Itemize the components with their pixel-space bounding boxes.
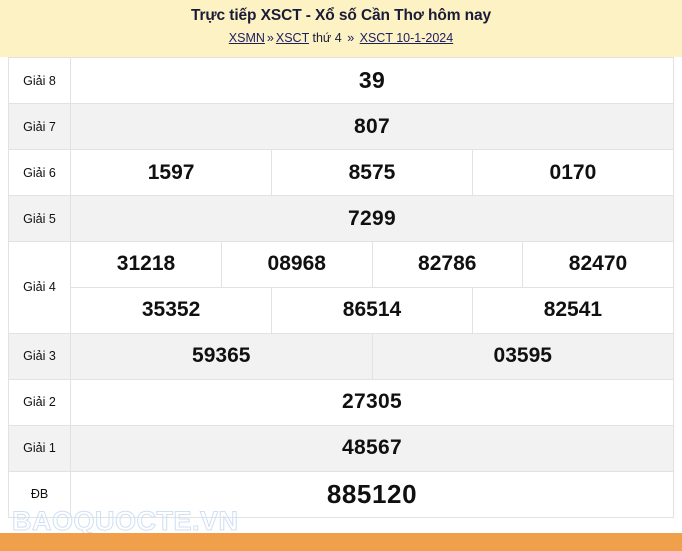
row-value-giai-2-0: 27305	[70, 378, 674, 426]
breadcrumb-separator-1: »	[266, 31, 274, 45]
row-value-giai-4-1: 08968	[221, 242, 373, 288]
row-value-giai-7-0: 807	[70, 103, 674, 150]
row-cells-giai-6: 1597 8575 0170	[70, 149, 674, 196]
row-value-giai-5-0: 7299	[70, 195, 674, 242]
subtable-giai-3: 59365 03595	[71, 333, 673, 379]
breadcrumb-separator-2: »	[347, 31, 355, 45]
row-label-giai-3: Giải 3	[8, 332, 71, 380]
row-label-db: ĐB	[8, 470, 71, 518]
row-label-giai-4: Giải 4	[8, 241, 71, 334]
subtable-giai-6: 1597 8575 0170	[71, 150, 673, 195]
table-row-giai-5: Giải 5 7299	[8, 195, 674, 242]
row-value-giai-4-6: 82541	[471, 287, 673, 333]
row-value-giai-6-0: 1597	[71, 150, 273, 195]
breadcrumb-link-xsct-date[interactable]: XSCT 10-1-2024	[359, 31, 454, 45]
breadcrumb-link-xsct[interactable]: XSCT	[275, 31, 309, 45]
subtable-giai-4: 31218 08968 82786 82470	[71, 242, 673, 288]
table-row-giai-2: Giải 2 27305	[8, 378, 674, 426]
row-label-giai-5: Giải 5	[8, 195, 71, 242]
row-value-giai-1-0: 48567	[70, 424, 674, 472]
row-value-giai-4-2: 82786	[371, 242, 523, 288]
page-header: Trực tiếp XSCT - Xổ số Cần Thơ hôm nay X…	[0, 0, 682, 57]
row-value-giai-3-0: 59365	[71, 333, 373, 379]
row-value-giai-4-3: 82470	[522, 242, 673, 288]
row-value-db-0: 885120	[70, 470, 674, 518]
row-label-giai-8: Giải 8	[8, 57, 71, 104]
row-value-giai-4-0: 31218	[71, 242, 222, 288]
row-label-giai-1: Giải 1	[8, 424, 71, 472]
table-row-giai-7: Giải 7 807	[8, 103, 674, 150]
row-value-giai-8-0: 39	[70, 57, 674, 104]
row-label-giai-7: Giải 7	[8, 103, 71, 150]
table-row-giai-8: Giải 8 39	[8, 57, 674, 104]
row-value-giai-3-1: 03595	[371, 333, 673, 379]
table-row-db: ĐB 885120	[8, 470, 674, 518]
row-label-giai-2: Giải 2	[8, 378, 71, 426]
results-table-wrapper: Giải 8 39 Giải 7 807 Giải 6 1597	[0, 57, 682, 518]
table-row-giai-6: Giải 6 1597 8575 0170	[8, 149, 674, 196]
breadcrumb: XSMN» XSCT thứ 4 » XSCT 10-1-2024	[0, 30, 682, 46]
subrow-giai-4-second: 35352 86514 82541	[71, 287, 673, 333]
subrow-giai-4-first: 31218 08968 82786 82470	[71, 242, 673, 288]
bottom-bar	[0, 533, 682, 551]
table-row-giai-4: Giải 4 31218 08968 82786 82470	[8, 241, 674, 334]
page-title: Trực tiếp XSCT - Xổ số Cần Thơ hôm nay	[190, 7, 492, 24]
row-value-giai-4-4: 35352	[71, 287, 273, 333]
breadcrumb-weekday: thứ 4	[312, 31, 342, 45]
breadcrumb-link-xsmn[interactable]: XSMN	[228, 31, 265, 45]
row-cells-giai-3: 59365 03595	[70, 332, 674, 380]
row-label-giai-6: Giải 6	[8, 149, 71, 196]
row-value-giai-6-1: 8575	[271, 150, 473, 195]
row-cells-giai-4: 31218 08968 82786 82470 35352 86514 8254…	[70, 241, 674, 334]
row-value-giai-4-5: 86514	[271, 287, 473, 333]
row-value-giai-6-2: 0170	[471, 150, 673, 195]
table-row-giai-3: Giải 3 59365 03595	[8, 332, 674, 380]
table-row-giai-1: Giải 1 48567	[8, 424, 674, 472]
lottery-results-table: Giải 8 39 Giải 7 807 Giải 6 1597	[8, 57, 674, 518]
subtable-giai-4-second: 35352 86514 82541	[71, 287, 673, 333]
